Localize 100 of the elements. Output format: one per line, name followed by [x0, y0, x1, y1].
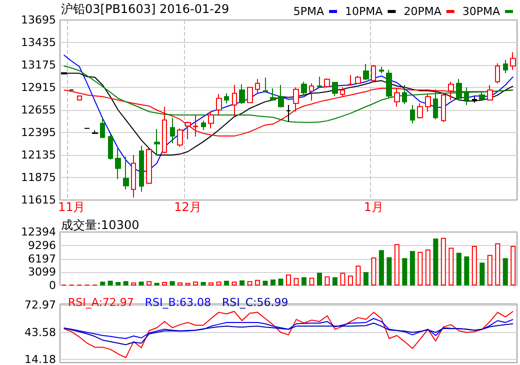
candlestick: [170, 117, 175, 144]
y-tick-label: 12395: [21, 126, 56, 139]
candlestick: [332, 82, 338, 96]
bar: [472, 246, 477, 286]
y-tick-label: 12915: [21, 81, 56, 94]
candlestick: [77, 95, 82, 100]
y-tick-label: 6197: [28, 252, 56, 266]
candlestick: [286, 104, 291, 122]
candlestick: [441, 93, 446, 123]
bar: [224, 280, 230, 286]
chart-title: 沪铅03[PB1603] 2016-01-29: [61, 2, 230, 16]
y-tick-label: 43.58: [24, 326, 56, 339]
line-series: [63, 54, 514, 173]
bar: [178, 282, 183, 286]
candlestick: [386, 69, 392, 99]
candlestick: [92, 130, 98, 134]
candlestick: [115, 148, 121, 180]
bar: [278, 278, 284, 286]
candlestick: [154, 128, 160, 156]
bar: [495, 243, 500, 286]
y-tick-label: 13175: [21, 58, 56, 72]
candlestick: [495, 62, 500, 84]
bar: [200, 282, 206, 286]
candlestick: [479, 91, 485, 100]
candlestick: [208, 111, 214, 129]
bar: [324, 276, 330, 286]
candlestick: [348, 74, 353, 86]
y-tick-label: 0: [49, 279, 56, 292]
bar: [356, 266, 361, 286]
bar: [309, 278, 314, 286]
legend-label: 5PMA: [293, 5, 325, 18]
y-tick-label: 12394: [21, 226, 56, 238]
candlestick: [425, 93, 431, 112]
candlestick: [317, 76, 322, 88]
candlestick: [472, 96, 477, 104]
y-tick-label: 3099: [28, 266, 56, 279]
bar: [131, 282, 136, 286]
candlestick: [201, 120, 206, 130]
bar: [146, 281, 152, 286]
candlestick: [123, 156, 129, 190]
chart-title: 成交量:10300: [61, 218, 140, 232]
bar: [502, 258, 508, 286]
candlestick: [433, 88, 438, 120]
bar: [240, 280, 245, 286]
bar: [138, 282, 144, 286]
y-tick-label: 12655: [21, 104, 56, 116]
legend-label: 20PMA: [404, 5, 442, 18]
candlestick: [216, 93, 222, 116]
candlestick: [363, 63, 369, 80]
candlestick: [355, 75, 361, 85]
bar: [232, 282, 237, 286]
bar: [332, 277, 338, 286]
bar: [480, 262, 485, 286]
bar: [348, 276, 353, 286]
candlestick: [255, 78, 260, 94]
candlestick: [464, 86, 469, 106]
candlestick: [131, 154, 136, 198]
bar: [216, 282, 222, 286]
candlestick: [232, 84, 237, 116]
candlestick: [379, 66, 384, 74]
bar: [487, 254, 492, 286]
line-series: [63, 310, 514, 358]
line-series: [63, 318, 514, 340]
bar: [108, 280, 113, 286]
bar: [386, 257, 392, 286]
bar: [410, 251, 415, 286]
candlestick: [100, 118, 105, 139]
candlestick: [146, 148, 152, 184]
bar: [301, 277, 306, 286]
bar: [208, 282, 214, 286]
bar: [116, 282, 121, 286]
y-tick-label: 13695: [21, 14, 56, 26]
series-label: RSI_C:56.99: [222, 296, 288, 309]
y-tick-label: 11615: [21, 194, 56, 206]
candlestick: [417, 102, 423, 120]
line-series: [63, 322, 514, 346]
bar: [286, 274, 291, 286]
bar: [170, 281, 175, 286]
y-tick-label: 13435: [21, 36, 56, 49]
bar: [418, 252, 423, 286]
series-label: RSI_A:72.97: [68, 296, 134, 309]
bar: [456, 252, 462, 286]
y-tick-label: 12135: [21, 148, 56, 162]
bar: [448, 248, 454, 286]
candlestick: [510, 52, 516, 70]
candlestick: [224, 92, 229, 104]
candlestick: [177, 128, 183, 148]
candlestick: [139, 145, 144, 192]
bar: [464, 256, 470, 286]
x-tick-label: 1月: [364, 200, 384, 214]
bar: [340, 272, 346, 286]
bar: [100, 282, 106, 286]
bar: [433, 238, 438, 286]
bar: [440, 238, 446, 286]
y-tick-label: 72.97: [24, 298, 56, 312]
candlestick: [108, 134, 113, 160]
candlestick: [278, 84, 284, 108]
x-tick-label: 11月: [58, 200, 86, 214]
bar: [371, 258, 376, 286]
line-series: [63, 66, 514, 123]
